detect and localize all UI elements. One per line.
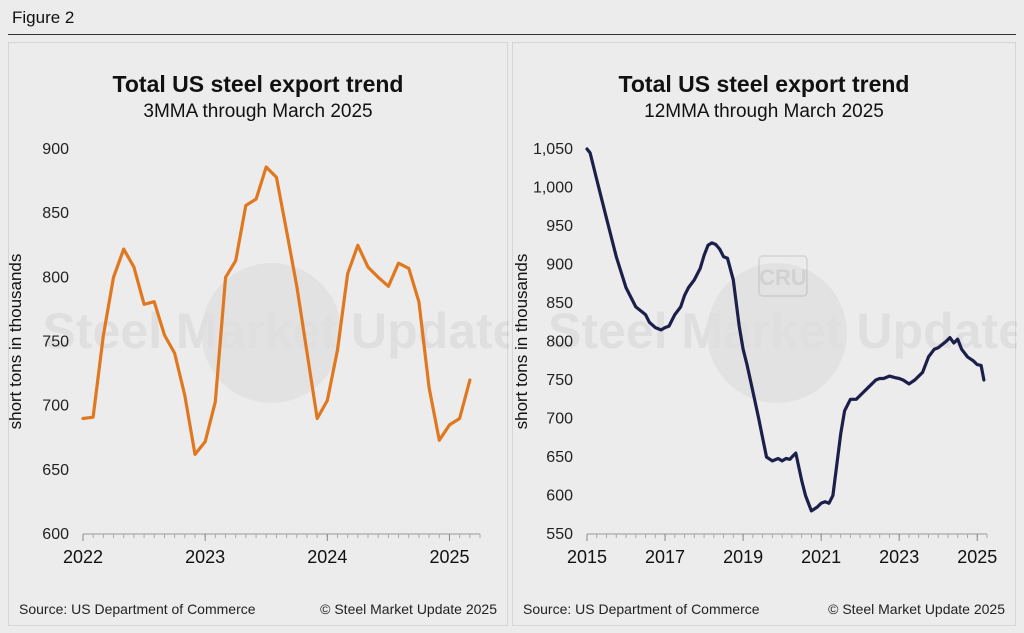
copyright-note: © Steel Market Update 2025	[320, 601, 497, 617]
x-tick-label: 2025	[429, 547, 469, 567]
cru-logo-text: CRU	[759, 265, 807, 290]
y-tick-label: 850	[42, 205, 69, 222]
copyright-note: © Steel Market Update 2025	[828, 601, 1005, 617]
chart-subtitle: 12MMA through March 2025	[644, 101, 884, 122]
chart-3mma-svg: Steel Market Update 600 650 700 750 800 850 900…	[9, 141, 509, 567]
x-tick-label: 2025	[957, 547, 997, 567]
y-tick-label: 700	[546, 411, 573, 428]
cru-logo: CRU	[758, 255, 808, 297]
y-tick-label: 600	[546, 488, 573, 505]
y-tick-label: 900	[546, 257, 573, 274]
x-tick-label: 2023	[879, 547, 919, 567]
y-tick-label: 900	[42, 141, 69, 158]
y-tick-label: 550	[546, 526, 573, 543]
chart-panel-3mma: Steel Market Update 600 650 700 750 800 850 900…	[8, 42, 509, 626]
chart-panel-12mma: Steel Market Update CRU 550 600 650 700 750 800…	[512, 42, 1017, 626]
chart-title: Total US steel export trend	[112, 71, 404, 97]
y-tick-label: 750	[546, 372, 573, 389]
y-tick-label: 800	[42, 269, 69, 286]
x-tick-label: 2023	[185, 547, 225, 567]
watermark-circle	[201, 263, 342, 403]
watermark: Steel Market Update	[548, 263, 1017, 403]
y-tick-label: 600	[42, 526, 69, 543]
source-note: Source: US Department of Commerce	[523, 601, 760, 617]
chart-title: Total US steel export trend	[618, 71, 910, 97]
chart-12mma-svg: Steel Market Update CRU 550 600 650 700 750 800…	[513, 141, 1017, 567]
y-axis-label: short tons in thousands	[513, 254, 531, 430]
series-line	[81, 165, 472, 456]
x-tick-label: 2024	[307, 547, 347, 567]
figure-divider	[8, 34, 1016, 35]
y-tick-label: 800	[546, 334, 573, 351]
cru-logo-box	[758, 255, 808, 297]
x-tick-label: 2021	[801, 547, 841, 567]
source-note: Source: US Department of Commerce	[19, 601, 256, 617]
chart-subtitle: 3MMA through March 2025	[143, 101, 373, 122]
y-tick-label: 1,000	[533, 180, 573, 197]
y-tick-label: 650	[42, 462, 69, 479]
y-tick-label: 700	[42, 398, 69, 415]
y-tick-label: 950	[546, 218, 573, 235]
watermark: Steel Market Update	[43, 263, 509, 403]
x-tick-label: 2017	[645, 547, 685, 567]
y-tick-label: 750	[42, 334, 69, 351]
y-tick-label: 850	[546, 295, 573, 312]
watermark-circle	[707, 263, 847, 403]
y-tick-label: 650	[546, 449, 573, 466]
watermark-text: Steel Market Update	[43, 303, 509, 359]
x-tick-label: 2022	[63, 547, 103, 567]
x-tick-label: 2015	[567, 547, 607, 567]
watermark-text: Steel Market Update	[548, 303, 1017, 359]
y-axis-label: short tons in thousands	[9, 254, 25, 430]
y-tick-label: 1,050	[533, 141, 573, 158]
series-line	[585, 147, 986, 513]
figure-label: Figure 2	[12, 8, 75, 27]
x-tick-label: 2019	[723, 547, 763, 567]
